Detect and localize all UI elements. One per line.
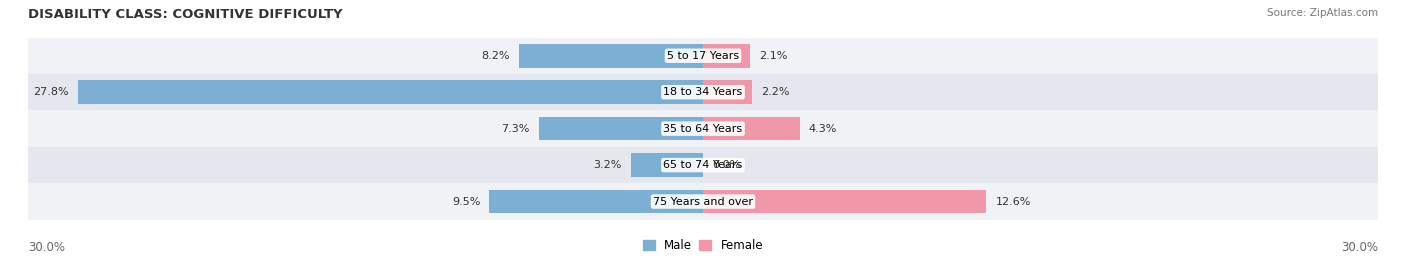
Text: 27.8%: 27.8% xyxy=(32,87,69,97)
Text: 35 to 64 Years: 35 to 64 Years xyxy=(664,124,742,134)
Bar xyxy=(28,183,1378,220)
Text: 8.2%: 8.2% xyxy=(481,51,509,61)
Text: 4.3%: 4.3% xyxy=(808,124,837,134)
Text: Source: ZipAtlas.com: Source: ZipAtlas.com xyxy=(1267,8,1378,18)
Bar xyxy=(28,110,1378,147)
Bar xyxy=(703,80,752,104)
Bar xyxy=(77,80,703,104)
Text: 12.6%: 12.6% xyxy=(995,196,1031,207)
Bar xyxy=(703,44,751,68)
Bar xyxy=(28,38,1378,74)
Bar xyxy=(28,74,1378,110)
Text: 0.0%: 0.0% xyxy=(711,160,740,170)
Text: 75 Years and over: 75 Years and over xyxy=(652,196,754,207)
Text: 9.5%: 9.5% xyxy=(451,196,481,207)
Bar xyxy=(28,147,1378,183)
Text: 5 to 17 Years: 5 to 17 Years xyxy=(666,51,740,61)
Text: 3.2%: 3.2% xyxy=(593,160,621,170)
Bar xyxy=(631,153,703,177)
Bar xyxy=(489,190,703,213)
Text: DISABILITY CLASS: COGNITIVE DIFFICULTY: DISABILITY CLASS: COGNITIVE DIFFICULTY xyxy=(28,8,343,21)
Legend: Male, Female: Male, Female xyxy=(638,234,768,257)
Text: 2.1%: 2.1% xyxy=(759,51,787,61)
Bar xyxy=(538,117,703,140)
Text: 18 to 34 Years: 18 to 34 Years xyxy=(664,87,742,97)
Bar xyxy=(519,44,703,68)
Text: 30.0%: 30.0% xyxy=(1341,241,1378,254)
Text: 65 to 74 Years: 65 to 74 Years xyxy=(664,160,742,170)
Bar xyxy=(703,117,800,140)
Text: 2.2%: 2.2% xyxy=(762,87,790,97)
Text: 7.3%: 7.3% xyxy=(502,124,530,134)
Text: 30.0%: 30.0% xyxy=(28,241,65,254)
Bar xyxy=(703,190,987,213)
